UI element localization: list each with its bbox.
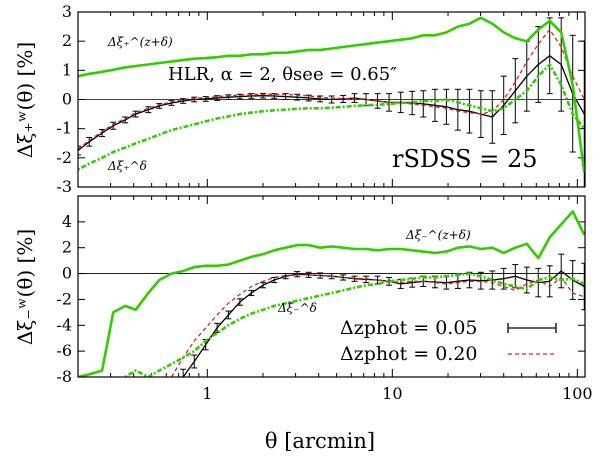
annotation-rsdss: rSDSS = 25	[392, 145, 538, 173]
top-ytick-label: 1	[62, 60, 72, 79]
top-ytick-label: -1	[56, 119, 72, 138]
annotation-top-zdelta: Δξ₊^(z+δ)	[107, 35, 173, 49]
bottom-ylabel: Δξ₋ʷ(θ) [%]	[13, 229, 37, 345]
bottom-ytick-label: -6	[56, 341, 72, 360]
legend: Δzphot = 0.05 Δzphot = 0.20	[340, 317, 557, 365]
x-axis-label: θ [arcmin]	[265, 429, 375, 453]
top-ytick-label: -2	[56, 148, 72, 167]
annotation-bottom-zdelta: Δξ₋^(z+δ)	[405, 228, 471, 242]
bottom-series-0-line	[182, 270, 585, 377]
xtick-label: 1	[202, 384, 212, 403]
top-series-2-line	[78, 16, 585, 173]
bottom-ytick-label: 2	[62, 238, 72, 257]
bottom-ytick-label: -2	[56, 289, 72, 308]
bottom-frame	[77, 195, 586, 378]
bottom-ytick-label: -8	[56, 367, 72, 386]
top-ytick-label: 0	[62, 90, 72, 109]
bottom-panel: 4 2 0 -2 -4 -6 -8 1 10 100	[56, 195, 593, 403]
top-plot-area	[78, 16, 585, 187]
top-ytick-label: -3	[56, 177, 72, 196]
annotation-hlr: HLR, α = 2, θsee = 0.65″	[168, 64, 397, 85]
bottom-ytick-label: 4	[62, 212, 72, 231]
legend-label-005: Δzphot = 0.05	[340, 317, 478, 339]
bottom-series-2-line	[78, 210, 585, 377]
bottom-series-3-line	[124, 272, 585, 377]
bottom-plot-area	[78, 210, 585, 377]
top-series-3-line	[78, 63, 585, 171]
annotation-top-delta: Δξ₊^δ	[107, 159, 147, 173]
bottom-series-1-line	[170, 274, 585, 377]
top-series-1-line	[78, 28, 585, 150]
top-panel: 3 2 1 0 -1 -2 -3	[56, 2, 586, 196]
top-ytick-label: 3	[62, 2, 72, 21]
bottom-ytick-label: -4	[56, 315, 72, 334]
top-ylabel: Δξ₊ʷ(θ) [%]	[13, 42, 37, 158]
legend-label-020: Δzphot = 0.20	[340, 343, 478, 365]
top-frame	[77, 11, 586, 188]
annotation-bottom-delta: Δξ₋^δ	[277, 301, 317, 315]
bottom-ytick-label: 0	[62, 264, 72, 283]
top-ytick-label: 2	[62, 31, 72, 50]
xtick-label: 10	[382, 384, 402, 403]
xtick-label: 100	[562, 384, 593, 403]
